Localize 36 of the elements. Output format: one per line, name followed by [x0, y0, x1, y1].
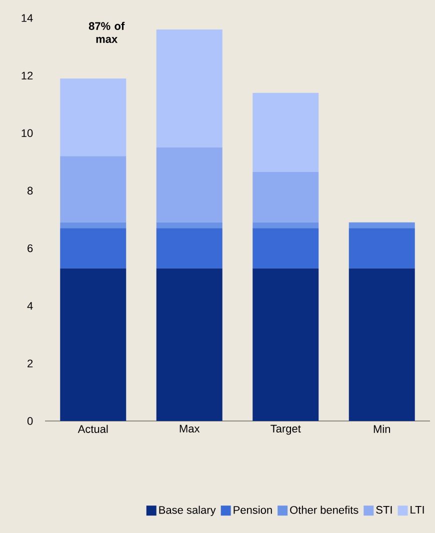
- y-tick-label: 14: [22, 14, 33, 22]
- y-tick-label: 0: [27, 417, 33, 425]
- x-tick-label: Max: [180, 424, 200, 433]
- y-tick-label: 4: [27, 302, 33, 310]
- x-tick-label: Min: [374, 424, 390, 433]
- legend-label: Other benefits: [290, 506, 358, 514]
- y-tick-label: 2: [28, 360, 33, 368]
- bar: [60, 268, 126, 421]
- bar: [60, 222, 126, 228]
- y-tick-label: 12: [22, 72, 33, 80]
- legend-label: STI: [376, 506, 392, 514]
- legend-label: LTI: [410, 506, 424, 514]
- bar: [60, 78, 126, 156]
- x-tick-label: Target: [270, 424, 301, 435]
- y-tick-label: 6: [28, 244, 33, 252]
- y-tick-label: 10: [22, 129, 33, 138]
- bar: [156, 228, 222, 268]
- bar: [348, 228, 415, 268]
- bar: [348, 222, 415, 228]
- bar: [156, 148, 222, 222]
- bar: [252, 172, 319, 222]
- bar: [156, 30, 222, 148]
- legend-label: Pension: [234, 506, 272, 514]
- bar: [252, 222, 319, 228]
- bar: [252, 228, 319, 268]
- legend-label: Base salary: [159, 506, 216, 516]
- y-tick-label: 8: [28, 186, 33, 195]
- x-tick-label: Actual: [78, 424, 108, 433]
- bar: [348, 268, 415, 421]
- bar: [156, 222, 222, 228]
- bar: [60, 228, 126, 268]
- bar: [60, 156, 126, 222]
- annotation: 87% of max: [88, 22, 125, 43]
- bar: [156, 268, 222, 421]
- bar: [252, 92, 319, 172]
- bar: [252, 268, 319, 421]
